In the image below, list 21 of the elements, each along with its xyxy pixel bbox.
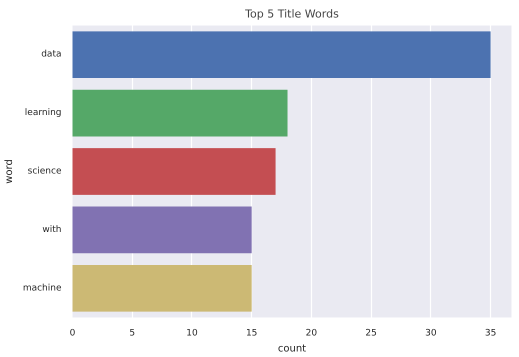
bar xyxy=(72,31,491,78)
bar xyxy=(72,264,252,312)
chart-title: Top 5 Title Words xyxy=(244,8,340,20)
x-tick-label: 35 xyxy=(484,328,496,338)
bar xyxy=(72,206,252,254)
x-axis-title: count xyxy=(278,344,306,354)
y-tick-label: machine xyxy=(22,283,62,294)
y-tick-label: data xyxy=(41,50,62,60)
bar xyxy=(72,148,276,195)
x-tick-label: 10 xyxy=(186,328,198,338)
bar xyxy=(72,90,288,136)
y-tick-label: with xyxy=(42,224,62,235)
x-tick-label: 0 xyxy=(70,328,76,338)
y-tick-label: learning xyxy=(24,108,62,118)
x-tick-label: 20 xyxy=(306,328,318,338)
x-tick-label: 15 xyxy=(246,328,258,338)
x-tick-label: 30 xyxy=(425,328,437,338)
y-tick-label: science xyxy=(28,166,62,176)
y-axis-title: word xyxy=(4,159,15,184)
x-tick-label: 25 xyxy=(365,328,377,338)
x-tick-label: 5 xyxy=(129,328,136,338)
